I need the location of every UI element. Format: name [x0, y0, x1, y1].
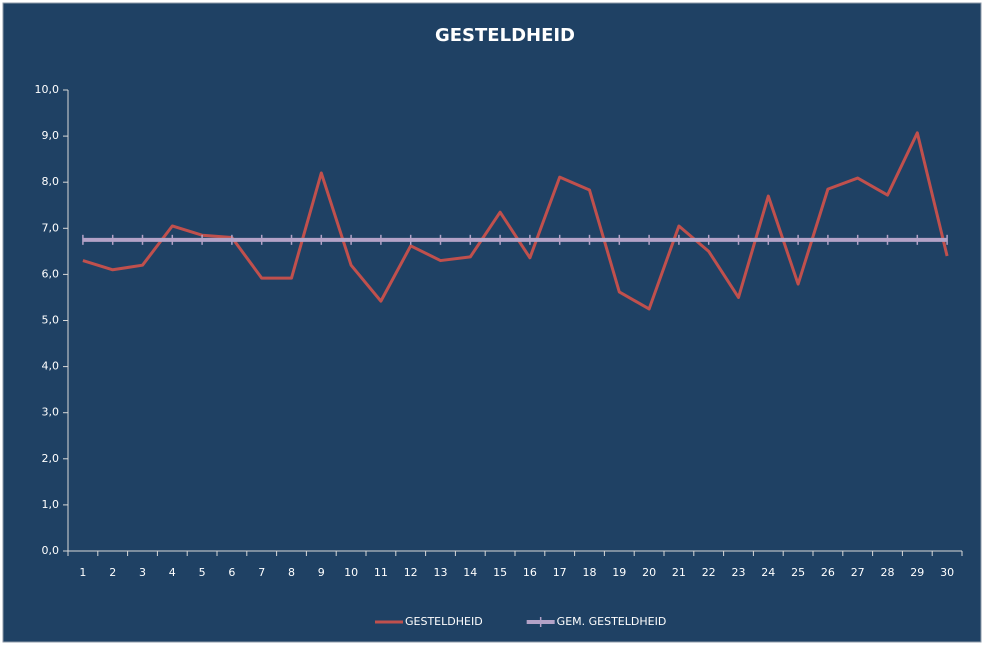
- y-tick-label: 4,0: [42, 360, 60, 373]
- x-tick-label: 4: [169, 566, 176, 579]
- x-tick-label: 7: [258, 566, 265, 579]
- x-tick-label: 13: [434, 566, 448, 579]
- x-tick-label: 23: [732, 566, 746, 579]
- x-tick-label: 19: [612, 566, 626, 579]
- y-tick-label: 1,0: [42, 498, 60, 511]
- series-line: [82, 131, 949, 311]
- x-tick-label: 27: [851, 566, 865, 579]
- x-tick-label: 8: [288, 566, 295, 579]
- x-tick-label: 5: [199, 566, 206, 579]
- x-tick-label: 24: [761, 566, 775, 579]
- x-tick-label: 28: [881, 566, 895, 579]
- x-tick-label: 30: [940, 566, 954, 579]
- y-tick-label: 10,0: [35, 83, 60, 96]
- y-tick-label: 3,0: [42, 406, 60, 419]
- x-tick-label: 12: [404, 566, 418, 579]
- x-tick-label: 26: [821, 566, 835, 579]
- x-tick-label: 3: [139, 566, 146, 579]
- y-tick-label: 8,0: [42, 175, 60, 188]
- x-tick-label: 9: [318, 566, 325, 579]
- x-tick-label: 2: [109, 566, 116, 579]
- y-tick-label: 7,0: [42, 221, 60, 234]
- y-tick-label: 0,0: [42, 544, 60, 557]
- y-tick-label: 2,0: [42, 452, 60, 465]
- x-tick-label: 6: [228, 566, 235, 579]
- x-tick-label: 17: [553, 566, 567, 579]
- y-tick-label: 6,0: [42, 267, 60, 280]
- chart-title: GESTELDHEID: [435, 25, 575, 46]
- x-tick-label: 14: [463, 566, 477, 579]
- x-tick-label: 20: [642, 566, 656, 579]
- x-tick-label: 1: [79, 566, 86, 579]
- x-tick-label: 25: [791, 566, 805, 579]
- x-tick-label: 15: [493, 566, 507, 579]
- x-tick-label: 16: [523, 566, 537, 579]
- x-tick-label: 21: [672, 566, 686, 579]
- x-tick-label: 18: [583, 566, 597, 579]
- legend-label: GEM. GESTELDHEID: [557, 615, 667, 628]
- y-tick-label: 5,0: [42, 314, 60, 327]
- legend-label: GESTELDHEID: [405, 615, 483, 628]
- x-tick-label: 22: [702, 566, 716, 579]
- x-tick-label: 10: [344, 566, 358, 579]
- x-tick-label: 11: [374, 566, 388, 579]
- y-tick-label: 9,0: [42, 129, 60, 142]
- x-tick-label: 29: [910, 566, 924, 579]
